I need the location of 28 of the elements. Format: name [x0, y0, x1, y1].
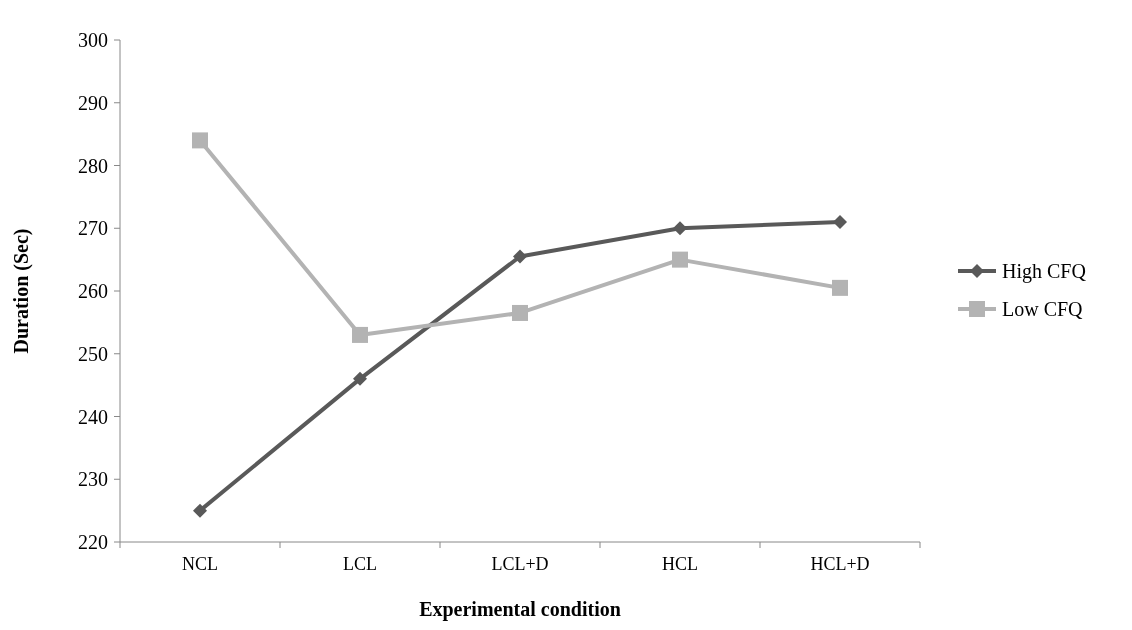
point: [832, 279, 848, 296]
y-tick-label: 280: [78, 154, 108, 177]
y-tick-label: 240: [78, 405, 108, 428]
point: [512, 304, 528, 321]
x-tick-label: LCL: [343, 554, 377, 574]
x-tick-label: HCL+D: [810, 554, 870, 574]
legend-label: High CFQ: [1002, 260, 1087, 283]
point: [833, 214, 847, 229]
point: [352, 326, 368, 343]
point: [672, 251, 688, 268]
point: [513, 249, 527, 264]
y-tick-label: 250: [78, 342, 108, 365]
x-tick-label: LCL+D: [491, 554, 549, 574]
x-tick-label: NCL: [182, 554, 218, 574]
y-tick-label: 300: [78, 29, 108, 51]
point: [673, 221, 687, 236]
y-tick-label: 260: [78, 280, 108, 302]
y-tick-label: 290: [78, 91, 108, 114]
legend-label: Low CFQ: [1002, 298, 1084, 320]
x-axis-title: Experimental condition: [419, 598, 621, 621]
point: [353, 371, 367, 386]
x-tick-label: HCL: [662, 554, 698, 574]
y-axis-title: Duration (Sec): [10, 228, 33, 354]
y-tick-label: 270: [78, 217, 108, 240]
y-tick-label: 230: [78, 468, 108, 491]
point: [193, 503, 207, 518]
y-tick-label: 220: [78, 531, 108, 553]
point: [192, 132, 208, 149]
